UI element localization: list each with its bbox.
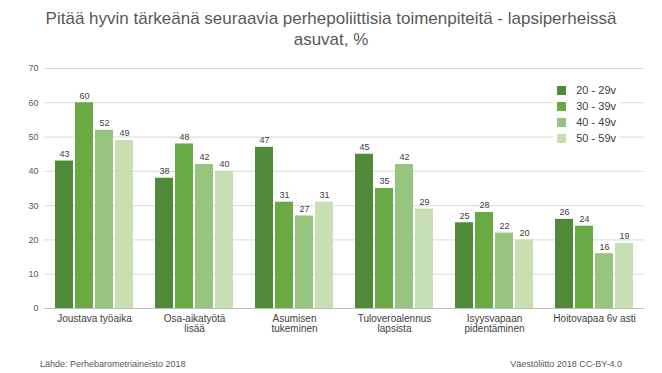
svg-text:20: 20	[28, 235, 38, 245]
svg-text:Osa-aikatyötälisää: Osa-aikatyötälisää	[164, 313, 226, 334]
svg-text:30: 30	[28, 201, 38, 211]
html-text:30 - 39v: 30 - 39v	[576, 100, 616, 112]
svg-text:19: 19	[619, 231, 629, 241]
html-text:Lähde: Perhebarometriaineisto: Lähde: Perhebarometriaineisto 2018	[40, 359, 186, 369]
svg-text:10: 10	[28, 269, 38, 279]
html-text:40 - 49v: 40 - 49v	[576, 116, 616, 128]
svg-text:52: 52	[99, 118, 109, 128]
svg-text:35: 35	[379, 176, 389, 186]
svg-text:29: 29	[419, 197, 429, 207]
svg-text:49: 49	[119, 128, 129, 138]
svg-text:24: 24	[579, 214, 589, 224]
svg-text:Tuloveroalennuslapsista: Tuloveroalennuslapsista	[358, 313, 432, 334]
svg-text:38: 38	[159, 166, 169, 176]
svg-text:50: 50	[28, 132, 38, 142]
svg-text:20: 20	[519, 228, 529, 238]
svg-text:31: 31	[319, 190, 329, 200]
svg-text:42: 42	[399, 152, 409, 162]
svg-text:Joustava työaika: Joustava työaika	[57, 313, 132, 324]
svg-text:28: 28	[479, 200, 489, 210]
svg-text:26: 26	[559, 207, 569, 217]
svg-text:Isyysvapaanpidentäminen: Isyysvapaanpidentäminen	[464, 313, 524, 334]
svg-text:Asumisentukeminen: Asumisentukeminen	[271, 313, 317, 334]
html-text:Pitää hyvin tärkeänä seuraavia: Pitää hyvin tärkeänä seuraavia perhepoli…	[45, 9, 617, 49]
svg-text:48: 48	[179, 132, 189, 142]
svg-text:60: 60	[79, 91, 89, 101]
svg-text:22: 22	[499, 221, 509, 231]
html-text:50 - 59v: 50 - 59v	[576, 132, 616, 144]
html-text:Väestöliitto 2018 CC-BY-4.0: Väestöliitto 2018 CC-BY-4.0	[510, 359, 622, 369]
svg-text:70: 70	[28, 63, 38, 73]
svg-text:47: 47	[259, 135, 269, 145]
svg-text:27: 27	[299, 204, 309, 214]
html-text:20 - 29v: 20 - 29v	[576, 84, 616, 96]
svg-text:45: 45	[359, 142, 369, 152]
svg-text:31: 31	[279, 190, 289, 200]
svg-text:16: 16	[599, 242, 609, 252]
svg-text:42: 42	[199, 152, 209, 162]
svg-text:0: 0	[33, 303, 38, 313]
svg-text:40: 40	[219, 159, 229, 169]
svg-text:Hoitovapaa 6v asti: Hoitovapaa 6v asti	[553, 313, 635, 324]
svg-text:40: 40	[28, 166, 38, 176]
svg-text:43: 43	[59, 149, 69, 159]
svg-text:60: 60	[28, 98, 38, 108]
svg-text:25: 25	[459, 211, 469, 221]
